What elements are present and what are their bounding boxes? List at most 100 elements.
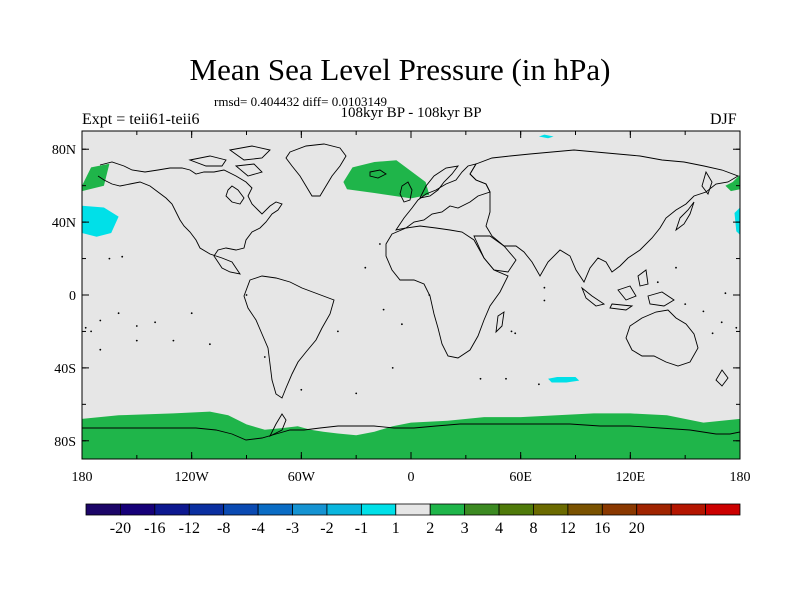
colorbar-label: -20 — [110, 520, 131, 537]
colorbar-label: -1 — [355, 520, 368, 537]
colorbar-swatch — [601, 503, 638, 516]
island-dot — [724, 292, 727, 295]
island-dot — [84, 326, 87, 329]
colorbar-swatch — [464, 503, 500, 516]
island-dot — [428, 294, 431, 296]
stats-label: rmsd= 0.404432 diff= 0.0103149 — [214, 94, 387, 109]
season-label: DJF — [710, 111, 737, 128]
colorbar-swatch — [533, 503, 569, 516]
anomaly-region-1 — [343, 160, 430, 199]
x-tick-label: 60W — [288, 470, 316, 485]
axis-ticks: 180 120W 60W 0 60E 120E 180 80N 40N 0 40S 80S — [52, 131, 751, 485]
colorbar-label: -4 — [251, 520, 264, 537]
island-dot — [538, 383, 540, 386]
coast-africa — [385, 225, 509, 359]
island-dot — [355, 392, 358, 395]
y-tick-label: 40N — [52, 216, 76, 231]
colorbar-swatch — [429, 503, 466, 516]
anomaly-region-2 — [725, 174, 740, 192]
colorbar-swatch — [326, 503, 362, 516]
island-dot — [121, 255, 124, 258]
island-dot — [684, 303, 687, 305]
island-dot — [90, 330, 92, 333]
colorbar-label: -12 — [179, 520, 200, 537]
colorbar-swatch — [292, 503, 328, 516]
colorbar-label: -8 — [217, 520, 230, 537]
island-dot — [735, 326, 738, 329]
x-tick-label: 0 — [408, 470, 415, 485]
colorbar-swatch — [360, 503, 397, 516]
island-dot — [364, 266, 367, 269]
island-dot — [300, 388, 303, 391]
colorbar-label: -3 — [286, 520, 299, 537]
island-dot — [190, 312, 193, 315]
colorbar-label: 20 — [629, 520, 645, 537]
coast-madagascar — [495, 311, 505, 334]
coast-britain — [399, 181, 413, 203]
colorbar-label: -16 — [144, 520, 165, 537]
anomaly-region-5 — [548, 377, 580, 383]
coast-indonesia — [580, 269, 675, 311]
island-dot — [505, 377, 507, 380]
island-dot — [337, 330, 339, 333]
island-dot — [656, 281, 659, 284]
colorbar-label: -2 — [320, 520, 333, 537]
coastlines — [82, 143, 740, 441]
colorbar-swatch — [567, 503, 603, 516]
island-dot — [108, 257, 111, 260]
colorbar-swatch — [257, 503, 293, 516]
chart-subtitle: 108kyr BP - 108kyr BP — [340, 105, 482, 121]
colorbar-label: 2 — [426, 520, 434, 537]
colorbar-swatch — [705, 503, 741, 516]
anomaly-region-3 — [82, 205, 119, 237]
island-dot — [543, 286, 546, 289]
island-dot — [711, 332, 714, 335]
island-dot — [479, 377, 482, 380]
coast-kamchatka — [701, 170, 713, 195]
island-dot — [702, 310, 705, 313]
colorbar-label: 12 — [560, 520, 576, 537]
colorbar-label: 8 — [530, 520, 538, 537]
island-dot — [391, 367, 394, 369]
island-dot — [382, 308, 385, 311]
y-tick-label: 40S — [54, 362, 76, 377]
coast-asia — [469, 149, 740, 283]
x-tick-label: 60E — [509, 470, 532, 485]
coast-scandinavia — [419, 165, 460, 199]
island-dot — [209, 343, 211, 346]
island-dot — [99, 319, 102, 322]
colorbar-swatch — [120, 503, 156, 516]
island-dot — [154, 321, 157, 324]
anomaly-region-7 — [82, 411, 740, 459]
island-dot — [245, 294, 248, 296]
island-dot — [720, 321, 723, 324]
island-dot — [135, 325, 138, 327]
anomaly-regions — [82, 134, 740, 459]
colorbar-label: 3 — [461, 520, 469, 537]
coast-iceland — [369, 169, 387, 179]
coast-arctic-islands — [188, 145, 271, 177]
coast-new-zealand — [715, 369, 729, 387]
colorbar-swatch — [188, 503, 225, 516]
colorbar-swatch — [154, 503, 190, 516]
x-tick-label: 120W — [175, 470, 210, 485]
island-dot — [135, 339, 138, 342]
x-tick-label: 120E — [616, 470, 646, 485]
y-tick-label: 80S — [54, 435, 76, 450]
y-tick-label: 0 — [69, 289, 76, 304]
anomaly-region-0 — [82, 163, 110, 192]
island-dot — [117, 312, 120, 315]
colorbar-swatch — [498, 503, 534, 516]
coast-hudson-bay — [225, 185, 245, 205]
coast-japan — [675, 201, 695, 232]
x-tick-label: 180 — [72, 470, 93, 485]
colorbar-label: 1 — [392, 520, 400, 537]
colorbar: -20 -16 -12 -8 -4 -3 -2 -1 1 2 3 4 8 12 16 20 — [85, 503, 741, 537]
small-islands — [84, 243, 738, 395]
island-dot — [510, 330, 513, 333]
coast-antarctica — [82, 423, 740, 441]
coast-north-america — [97, 161, 283, 275]
island-dot — [514, 332, 517, 335]
island-dot — [675, 266, 677, 269]
